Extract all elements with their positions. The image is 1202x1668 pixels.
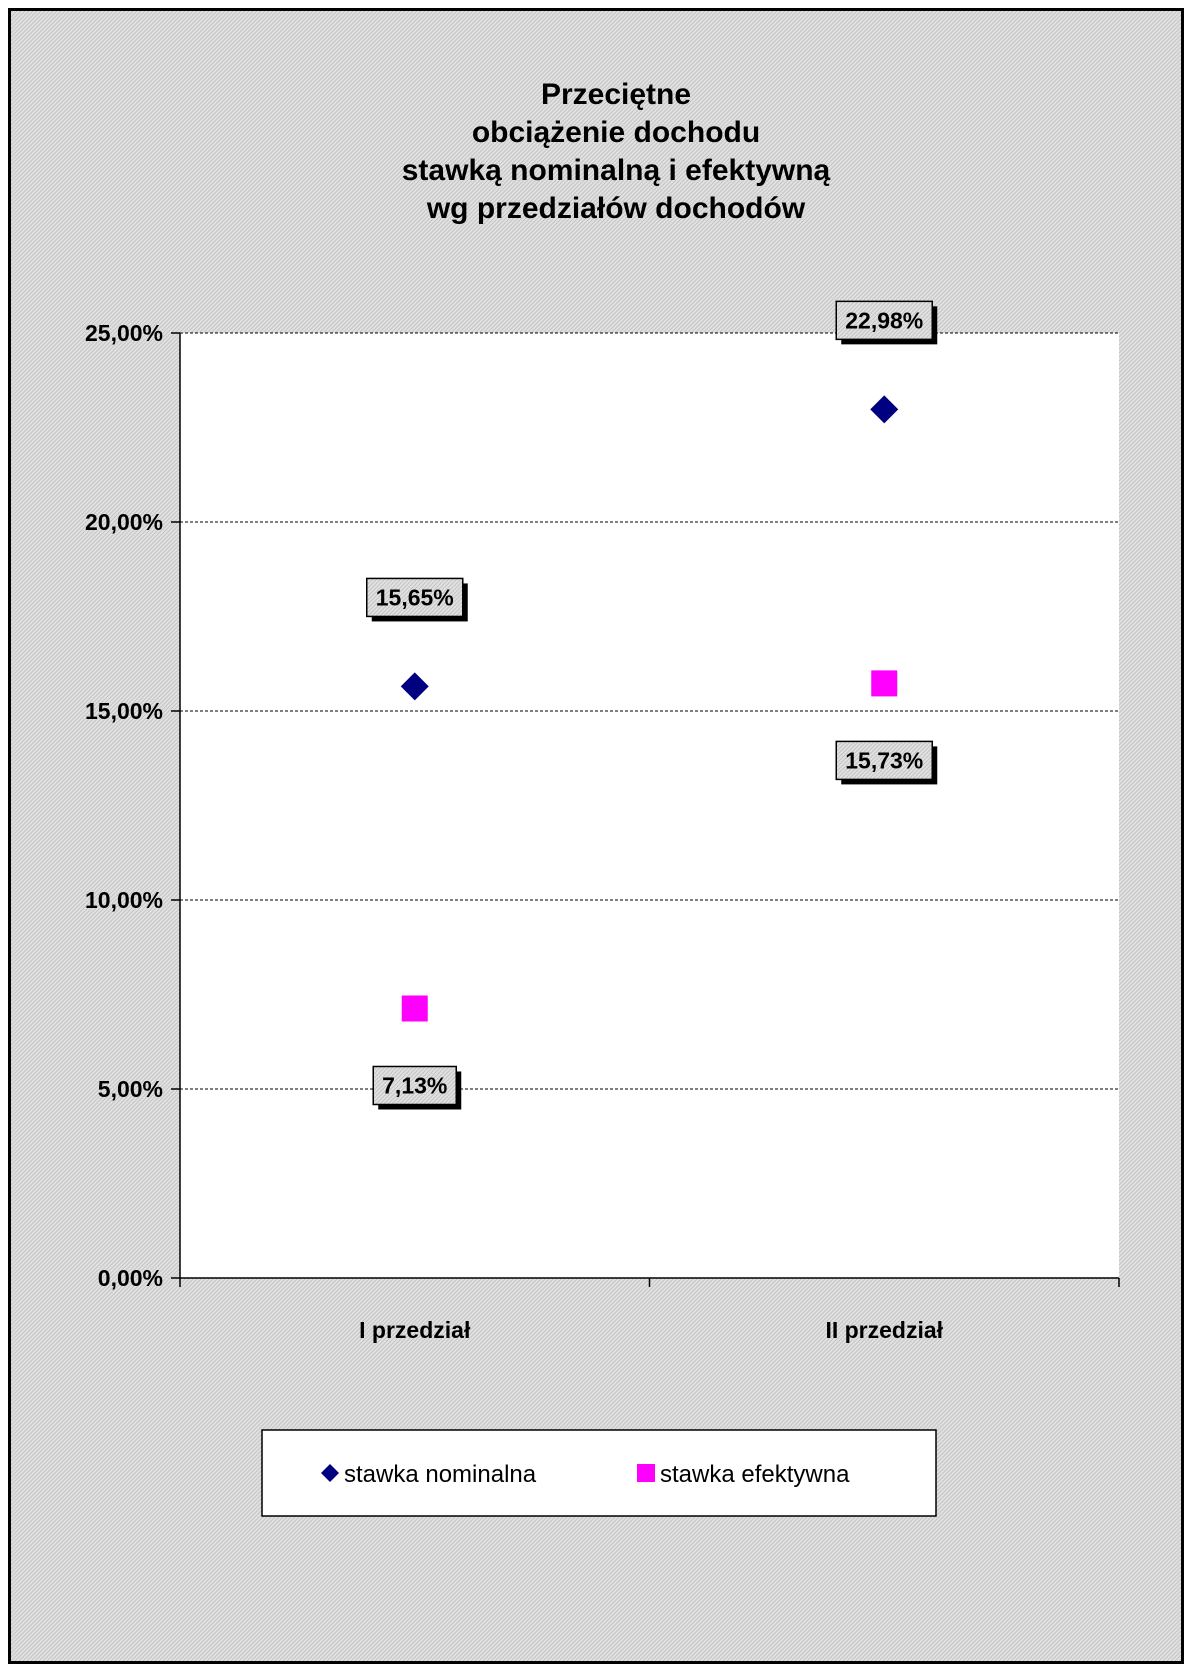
data-markers xyxy=(400,395,899,1022)
data-label-text: 15,73% xyxy=(845,747,923,773)
chart-title-line: Przeciętne xyxy=(541,78,691,111)
data-label: 7,13% xyxy=(372,1065,462,1110)
legend-label: stawka nominalna xyxy=(344,1461,537,1488)
x-category-label: I przedział xyxy=(359,1317,471,1343)
data-label-box xyxy=(372,1065,457,1106)
data-labels: 15,65% 22,98% 7,13% 15,73% xyxy=(366,300,938,1110)
y-tick-label: 10,00% xyxy=(85,887,163,913)
diamond-marker xyxy=(400,672,429,701)
legend-box xyxy=(261,1429,937,1517)
y-tick-label: 5,00% xyxy=(98,1076,163,1102)
plot-area xyxy=(180,333,1119,1278)
legend-diamond-icon xyxy=(321,1464,339,1482)
y-tick-label: 15,00% xyxy=(85,698,163,724)
data-label: 15,65% xyxy=(366,577,468,622)
axes xyxy=(171,332,1120,1287)
chart-title-line: obciążenie dochodu xyxy=(472,116,760,149)
square-marker xyxy=(871,670,898,697)
data-label: 15,73% xyxy=(835,740,938,785)
chart-title: Przeciętne obciążenie dochodu stawką nomin… xyxy=(402,78,831,225)
data-label-text: 15,65% xyxy=(376,584,454,610)
y-tick-label: 25,00% xyxy=(85,320,163,346)
data-label: 22,98% xyxy=(835,300,938,345)
data-label-box xyxy=(366,577,464,618)
data-label-text: 7,13% xyxy=(382,1072,447,1098)
data-label-box xyxy=(835,740,933,781)
diamond-marker xyxy=(870,395,899,424)
gridlines xyxy=(180,332,1119,1090)
data-label-box xyxy=(835,300,933,341)
square-marker xyxy=(401,995,428,1022)
legend-label: stawka efektywna xyxy=(660,1461,850,1488)
y-tick-labels: 0,00% 5,00% 10,00% 15,00% 20,00% 25,00% xyxy=(85,320,163,1291)
legend-square-icon xyxy=(637,1464,655,1482)
legend: stawka nominalna stawka efektywna xyxy=(261,1429,937,1517)
chart-title-line: stawką nominalną i efektywną xyxy=(402,154,831,187)
chart-title-line: wg przedziałów dochodów xyxy=(426,192,806,225)
y-tick-label: 20,00% xyxy=(85,509,163,535)
x-category-labels: I przedział II przedział xyxy=(359,1317,943,1343)
y-tick-label: 0,00% xyxy=(98,1265,163,1291)
x-category-label: II przedział xyxy=(825,1317,943,1343)
data-label-text: 22,98% xyxy=(845,307,923,333)
chart-frame xyxy=(8,8,1184,1664)
